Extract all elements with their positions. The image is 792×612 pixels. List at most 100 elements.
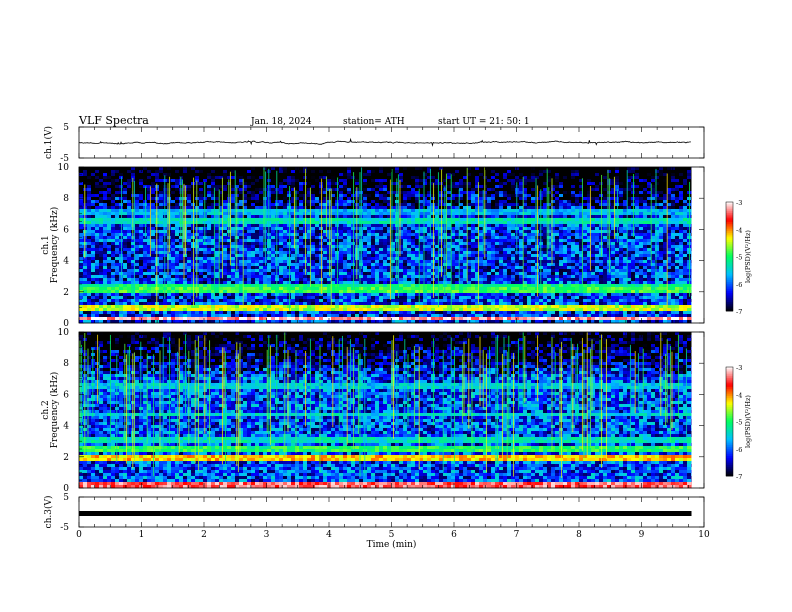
psd-cell	[239, 239, 244, 243]
psd-cell	[435, 227, 440, 231]
psd-cell	[683, 191, 688, 195]
psd-cell	[211, 254, 216, 258]
psd-cell	[475, 224, 480, 228]
psd-cell	[295, 236, 300, 240]
psd-cell	[103, 248, 108, 252]
psd-cell	[171, 248, 176, 252]
psd-cell	[347, 242, 352, 246]
psd-cell	[95, 212, 100, 216]
psd-cell	[403, 233, 408, 237]
psd-cell	[571, 215, 576, 219]
psd-cell	[455, 224, 460, 228]
psd-cell	[415, 173, 420, 177]
psd-cell	[527, 197, 532, 201]
psd-cell	[315, 230, 320, 234]
psd-cell	[663, 257, 668, 261]
psd-cell	[255, 236, 260, 240]
psd-cell	[139, 245, 144, 249]
psd-cell	[387, 197, 392, 201]
psd-cell	[255, 251, 260, 255]
psd-cell	[95, 230, 100, 234]
psd-cell	[583, 191, 588, 195]
psd-cell	[499, 254, 504, 258]
psd-cell	[103, 221, 108, 225]
psd-cell	[283, 257, 288, 261]
psd-cell	[639, 191, 644, 195]
psd-cell	[199, 224, 204, 228]
psd-cell	[311, 188, 316, 192]
psd-cell	[219, 206, 224, 210]
psd-cell	[467, 242, 472, 246]
psd-cell	[311, 221, 316, 225]
psd-cell	[115, 248, 120, 252]
psd-cell	[231, 224, 236, 228]
psd-cell	[103, 188, 108, 192]
psd-cell	[583, 215, 588, 219]
psd-cell	[331, 254, 336, 258]
psd-cell	[363, 248, 368, 252]
psd-cell	[115, 182, 120, 186]
psd-cell	[79, 227, 84, 231]
psd-cell	[587, 203, 592, 207]
psd-cell	[415, 185, 420, 189]
psd-cell	[639, 173, 644, 177]
psd-cell	[475, 188, 480, 192]
y-tick-label: -5	[60, 154, 69, 164]
psd-cell	[115, 251, 120, 255]
psd-cell	[139, 203, 144, 207]
psd-cell	[603, 224, 608, 228]
psd-cell	[571, 173, 576, 177]
psd-cell	[523, 230, 528, 234]
psd-cell	[679, 197, 684, 201]
psd-cell	[623, 212, 628, 216]
psd-cell	[363, 233, 368, 237]
psd-cell	[519, 197, 524, 201]
psd-cell	[207, 188, 212, 192]
psd-cell	[451, 236, 456, 240]
psd-cell	[219, 212, 224, 216]
psd-cell	[531, 185, 536, 189]
psd-cell	[531, 179, 536, 183]
psd-cell	[271, 200, 276, 204]
psd-cell	[363, 200, 368, 204]
psd-cell	[347, 176, 352, 180]
psd-cell	[223, 257, 228, 261]
psd-cell	[635, 170, 640, 174]
psd-cell	[247, 257, 252, 261]
psd-cell	[627, 227, 632, 231]
psd-cell	[431, 176, 436, 180]
psd-cell	[347, 230, 352, 234]
psd-cell	[455, 206, 460, 210]
psd-cell	[583, 239, 588, 243]
psd-cell	[499, 182, 504, 186]
psd-cell	[311, 209, 316, 213]
psd-cell	[659, 185, 664, 189]
psd-cell	[447, 254, 452, 258]
psd-cell	[139, 224, 144, 228]
psd-cell	[619, 179, 624, 183]
psd-cell	[183, 251, 188, 255]
psd-cell	[587, 239, 592, 243]
psd-cell	[463, 230, 468, 234]
psd-cell	[475, 212, 480, 216]
psd-cell	[363, 194, 368, 198]
psd-cell	[691, 167, 692, 171]
psd-cell	[587, 176, 592, 180]
psd-cell	[503, 221, 508, 225]
psd-cell	[255, 179, 260, 183]
psd-cell	[79, 209, 84, 213]
psd-cell	[571, 236, 576, 240]
psd-cell	[107, 191, 112, 195]
psd-cell	[595, 218, 600, 222]
psd-cell	[215, 188, 220, 192]
psd-cell	[379, 215, 384, 219]
psd-cell	[683, 245, 688, 249]
psd-cell	[523, 179, 528, 183]
psd-cell	[527, 224, 532, 228]
psd-cell	[623, 221, 628, 225]
psd-cell	[343, 212, 348, 216]
psd-cell	[143, 254, 148, 258]
psd-cell	[591, 173, 596, 177]
psd-cell	[167, 248, 172, 252]
